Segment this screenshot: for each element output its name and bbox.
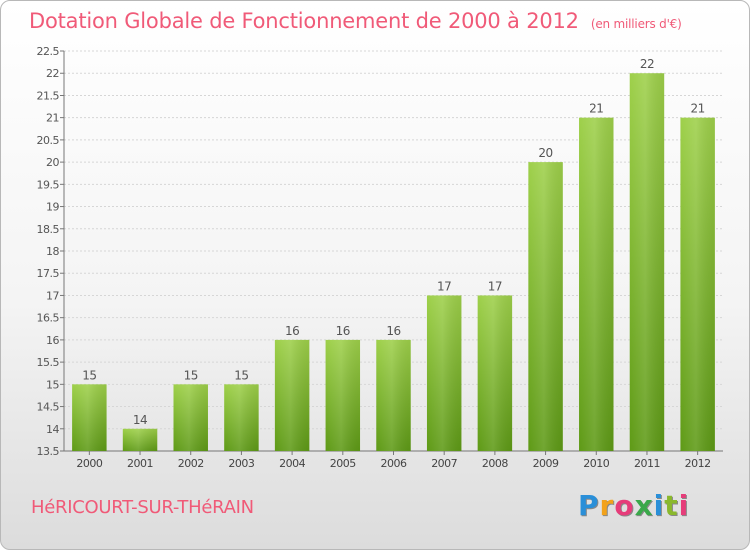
bar-shine: [274, 339, 310, 451]
x-tick-label: 2005: [330, 457, 356, 470]
logo-letter: P: [578, 489, 600, 522]
bar-shine: [477, 295, 513, 451]
y-tick-label: 19: [46, 201, 59, 214]
data-label: 14: [133, 413, 147, 427]
y-tick-label: 17: [46, 289, 59, 302]
y-tick-label: 16: [46, 334, 59, 347]
data-label: 15: [184, 368, 198, 382]
y-tick-label: 15.5: [37, 356, 60, 369]
x-tick-label: 2011: [634, 457, 660, 470]
data-label: 16: [285, 324, 299, 338]
data-label: 17: [437, 279, 451, 293]
x-tick-label: 2002: [178, 457, 204, 470]
x-tick-label: 2012: [685, 457, 711, 470]
y-tick-label: 20.5: [37, 134, 60, 147]
bar-shine: [224, 384, 259, 451]
data-label: 15: [234, 368, 248, 382]
bar-shine: [426, 295, 462, 451]
x-tick-label: 2000: [76, 457, 102, 470]
commune-name: HéRICOURT-SUR-THéRAIN: [31, 497, 254, 518]
data-label: 20: [538, 146, 552, 160]
bar-shine: [325, 339, 361, 451]
bars: [72, 73, 715, 452]
y-tick-label: 22.5: [37, 45, 60, 58]
y-tick-label: 18.5: [37, 223, 60, 236]
logo-letter: x: [634, 489, 654, 522]
y-tick-label: 19.5: [37, 178, 60, 191]
y-tick-label: 15: [46, 378, 59, 391]
data-label: 16: [386, 324, 400, 338]
x-tick-label: 2007: [431, 457, 457, 470]
y-tick-label: 18: [46, 245, 59, 258]
data-label: 16: [336, 324, 350, 338]
chart-title-text: Dotation Globale de Fonctionnement de 20…: [29, 9, 579, 33]
bar-shine: [72, 384, 107, 451]
x-tick-label: 2003: [228, 457, 254, 470]
x-tick-label: 2001: [127, 457, 153, 470]
logo-letter: t: [664, 489, 679, 522]
bar-shine: [122, 428, 158, 451]
x-tick-label: 2004: [279, 457, 305, 470]
data-label: 22: [640, 57, 654, 71]
x-tick-label: 2006: [381, 457, 407, 470]
unit-label: (en milliers d'€): [590, 17, 682, 31]
logo-letter: i: [678, 489, 690, 522]
y-tick-label: 13.5: [37, 445, 60, 458]
chart-title: Dotation Globale de Fonctionnement de 20…: [29, 9, 682, 33]
data-label: 21: [589, 102, 603, 116]
x-tick-label: 2010: [583, 457, 609, 470]
y-tick-label: 21.5: [37, 89, 60, 102]
y-tick-label: 20: [46, 156, 59, 169]
y-tick-label: 14: [46, 423, 59, 436]
y-tick-label: 22: [46, 67, 59, 80]
data-label: 17: [488, 279, 502, 293]
data-label: 15: [82, 368, 96, 382]
y-tick-label: 14.5: [37, 401, 60, 414]
bar-shine: [173, 384, 208, 451]
x-tick-label: 2009: [533, 457, 559, 470]
logo-letter: i: [653, 489, 665, 522]
logo-letter: r: [599, 489, 615, 522]
y-tick-label: 21: [46, 112, 59, 125]
bar-shine: [528, 162, 563, 451]
bar-shine: [629, 73, 665, 451]
bar-shine: [376, 339, 411, 451]
data-labels: 15 14 15 15 16 16 16 17 17 20 21 22 21: [82, 57, 705, 427]
logo-letter: o: [614, 489, 635, 522]
data-label: 21: [691, 102, 705, 116]
x-tick-label: 2008: [482, 457, 508, 470]
bar-shine: [680, 117, 715, 452]
y-tick-label: 16.5: [37, 312, 60, 325]
bar-shine: [579, 117, 614, 452]
axes: 13.5 14 14.5 15 15.5 16 16.5 17 17.5 18 18.5 19 19.5…: [37, 45, 723, 470]
proxiti-logo: Proxiti: [578, 489, 689, 522]
y-tick-label: 17.5: [37, 267, 60, 280]
